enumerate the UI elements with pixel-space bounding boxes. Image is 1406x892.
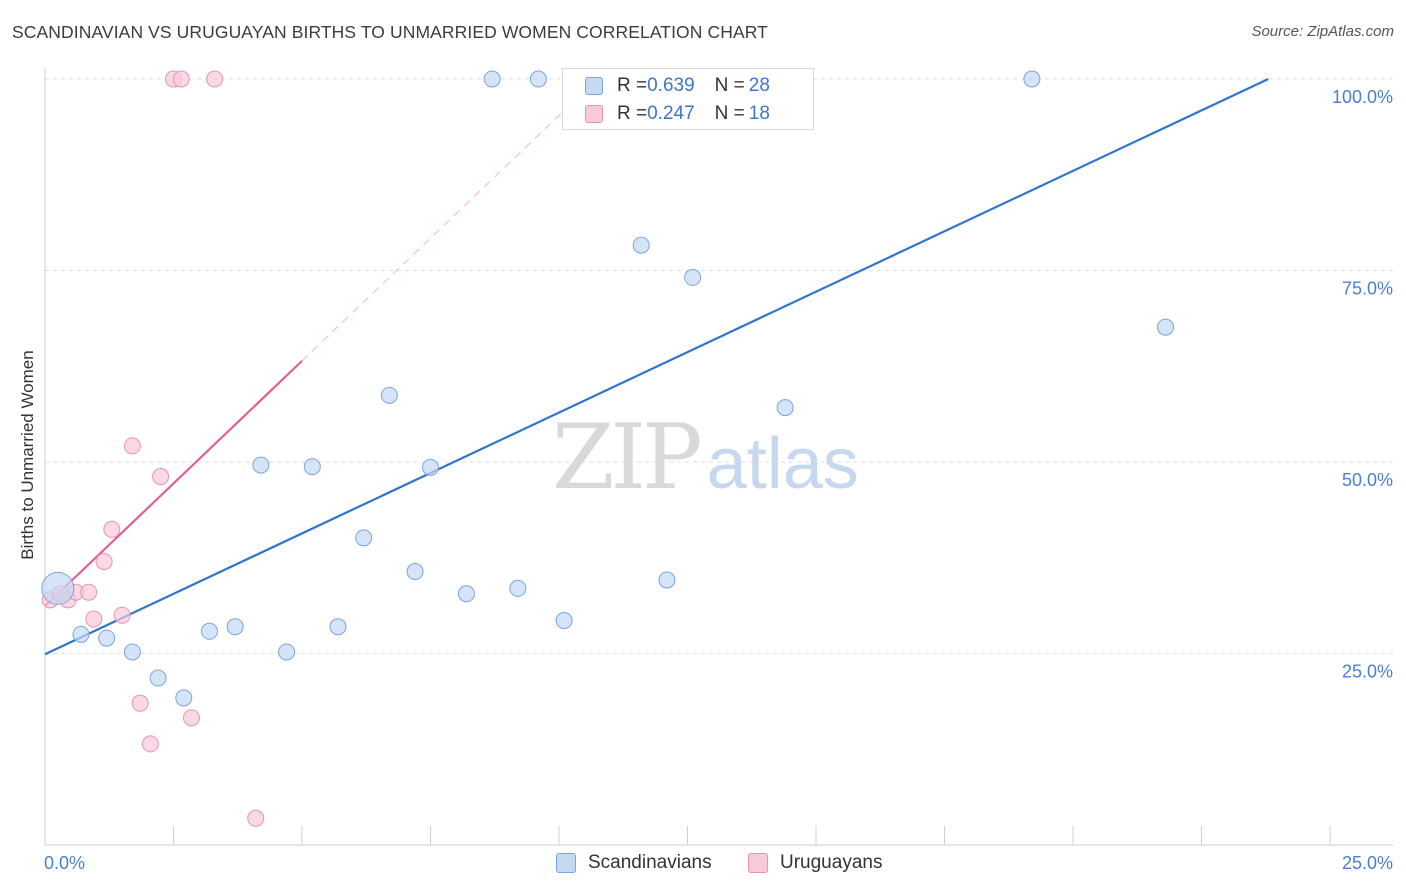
r-label: R = — [617, 103, 648, 124]
scandinavians-point — [355, 529, 373, 547]
uruguayans-point — [123, 437, 141, 455]
chart-title: SCANDINAVIAN VS URUGUAYAN BIRTHS TO UNMA… — [12, 22, 768, 42]
uruguayans-swatch-icon — [585, 105, 603, 123]
scandinavians-point — [483, 70, 501, 88]
scandinavians-point — [226, 618, 244, 636]
uruguayans-point — [141, 735, 159, 753]
legend-item-scandinavians[interactable]: Scandinavians — [556, 852, 712, 874]
y-tick-label: 75.0% — [1342, 279, 1393, 299]
uruguayans-point — [85, 610, 103, 628]
scandinavians-point — [509, 579, 527, 597]
scandinavians-point — [1023, 70, 1041, 88]
r-label: R = — [617, 75, 648, 96]
n-label: N = — [714, 103, 745, 124]
legend-label: Uruguayans — [780, 852, 883, 873]
stats-legend: R = 0.639 N = 28 R = 0.247 N = 18 — [562, 68, 814, 130]
scandinavians-point — [149, 669, 167, 687]
gridlines — [45, 78, 1393, 654]
scandinavians-point — [555, 612, 573, 630]
scandinavians-point — [457, 585, 475, 603]
uruguayans-point — [247, 809, 265, 827]
uruguayans-point — [113, 606, 131, 624]
scandinavians-point — [175, 689, 193, 707]
r-value: 0.639 — [647, 75, 695, 96]
legend-row-scandinavians: R = 0.639 N = 28 — [585, 74, 770, 98]
scandinavians-swatch-icon — [585, 77, 603, 95]
scandinavians-point — [632, 236, 650, 254]
scandinavians-trend-line — [44, 78, 1269, 656]
watermark: ZIP atlas — [552, 405, 859, 510]
scandinavians-point — [776, 399, 794, 417]
scandinavians-point — [72, 625, 90, 643]
uruguayans-point — [80, 583, 98, 601]
uruguayans-point — [152, 468, 170, 486]
uruguayans-point — [172, 70, 190, 88]
scandinavians-point — [380, 386, 398, 404]
uruguayans-point — [95, 553, 113, 571]
scandinavians-point — [329, 618, 347, 636]
y-tick-label: 100.0% — [1332, 87, 1393, 107]
x-tick-label: 0.0% — [44, 853, 85, 873]
n-value: 18 — [748, 103, 770, 124]
trend-lines — [44, 78, 1269, 656]
uruguayans-trend-line — [44, 360, 303, 607]
x-tick-label: 25.0% — [1342, 853, 1393, 873]
watermark-zip: ZIP — [552, 405, 703, 510]
scandinavians-point — [252, 456, 270, 474]
scandinavians-point — [422, 458, 439, 476]
source-credit: Source: ZipAtlas.com — [1251, 23, 1394, 40]
scandinavians-point — [1157, 318, 1175, 336]
uruguayans-point — [131, 694, 149, 712]
scandinavians-point — [684, 268, 702, 286]
n-value: 28 — [748, 75, 770, 96]
legend-label: Scandinavians — [588, 852, 712, 873]
scandinavians-point — [529, 70, 547, 88]
legend-item-uruguayans[interactable]: Uruguayans — [748, 852, 882, 874]
y-tick-label: 25.0% — [1342, 662, 1393, 682]
watermark-atlas: atlas — [706, 424, 859, 504]
axes — [44, 68, 1393, 846]
n-label: N = — [714, 75, 745, 96]
scandinavians-point — [303, 458, 321, 476]
uruguayans-point — [182, 709, 200, 727]
r-value: 0.247 — [647, 103, 695, 124]
scandinavians-point — [41, 571, 75, 605]
uruguayans-swatch-icon — [748, 853, 768, 873]
series-legend: Scandinavians Uruguayans — [0, 852, 1406, 876]
scandinavians-point — [406, 563, 424, 581]
scandinavians-point — [98, 629, 116, 647]
legend-row-uruguayans: R = 0.247 N = 18 — [585, 102, 770, 126]
y-tick-label: 50.0% — [1342, 470, 1393, 490]
scandinavians-point — [278, 643, 296, 661]
scandinavians-point — [658, 571, 676, 589]
uruguayans-point — [103, 520, 121, 538]
uruguayans-trend-extension — [301, 95, 580, 362]
tick-labels: 25.0% 50.0% 75.0% 100.0% 0.0% 25.0% — [44, 87, 1393, 873]
scandinavians-swatch-icon — [556, 853, 576, 873]
scandinavians-point — [123, 643, 141, 661]
scandinavians-point — [200, 622, 218, 640]
uruguayans-point — [206, 70, 224, 88]
